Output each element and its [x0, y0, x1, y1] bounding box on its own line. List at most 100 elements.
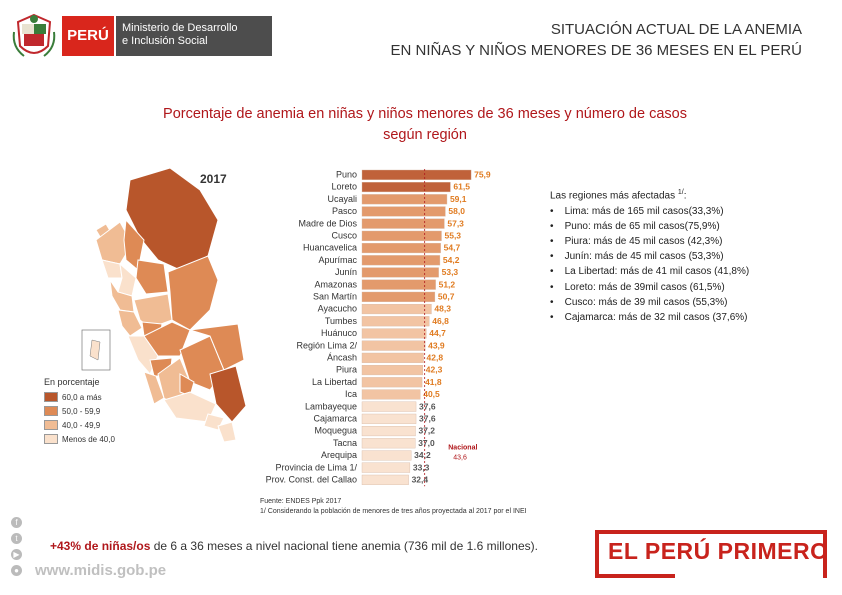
map-region-junin	[143, 321, 191, 357]
page-title-line-2: EN NIÑAS Y NIÑOS MENORES DE 36 MESES EN …	[390, 42, 802, 59]
youtube-icon[interactable]: ▶	[11, 549, 22, 560]
notes-item-text: Lima: más de 165 mil casos(33,3%)	[564, 205, 724, 217]
category-label: Tumbes	[325, 316, 358, 326]
national-reference-value: 43,6	[453, 455, 467, 462]
bar	[361, 352, 424, 363]
bar	[361, 255, 441, 266]
page-title: SITUACIÓN ACTUAL DE LA ANEMIA EN NIÑAS Y…	[390, 19, 802, 61]
value-label: 42,8	[427, 353, 444, 363]
legend-swatch	[44, 420, 58, 430]
bar	[361, 438, 416, 449]
notes-item-text: Piura: más de 45 mil casos (42,3%)	[564, 235, 723, 247]
bar	[361, 364, 424, 376]
legend-label: Menos de 40,0	[62, 434, 115, 444]
notes-item-text: Puno: más de 65 mil casos(75,9%)	[564, 220, 720, 232]
category-label: Huánuco	[321, 328, 357, 338]
bar	[361, 450, 412, 461]
notes-item-text: Loreto: más de 39mil casos (61,5%)	[564, 281, 725, 293]
category-label: Lambayeque	[305, 401, 357, 411]
notes-item-text: La Libertad: más de 41 mil casos (41,8%)	[564, 266, 750, 278]
bar	[361, 413, 417, 424]
bar	[361, 182, 451, 193]
map-year: 2017	[200, 172, 227, 186]
value-label: 53,3	[442, 267, 459, 277]
facebook-icon[interactable]: f	[11, 517, 22, 528]
bar	[361, 194, 448, 205]
bar	[361, 303, 432, 315]
notes-item: • Lima: más de 165 mil casos(33,3%)	[550, 205, 724, 217]
peru-map	[81, 167, 247, 443]
map-legend-item: 40,0 - 49,9	[44, 420, 100, 430]
notes-title-text: Las regiones más afectadas	[550, 190, 676, 202]
website-link[interactable]: www.midis.gob.pe	[35, 562, 167, 579]
value-label: 55,3	[444, 231, 461, 241]
value-label: 33,3	[413, 462, 430, 472]
notes-item-text: Cajamarca: más de 32 mil casos (37,6%)	[564, 311, 748, 323]
notes-item: • La Libertad: más de 41 mil casos (41,8…	[550, 266, 750, 278]
value-label: 40,5	[423, 389, 440, 399]
notes-item-text: Junín: más de 45 mil casos (53,3%)	[564, 251, 724, 263]
map-legend-item: 50,0 - 59,9	[44, 406, 100, 416]
category-label: Arequipa	[321, 450, 357, 460]
value-label: 61,5	[453, 182, 470, 192]
bar	[361, 169, 472, 180]
legend-swatch	[44, 434, 58, 444]
value-label: 75,9	[474, 170, 491, 180]
value-label: 54,2	[443, 255, 460, 265]
bar	[361, 279, 436, 290]
value-label: 37,2	[418, 426, 435, 436]
twitter-icon[interactable]: t	[11, 533, 22, 544]
highlight-rest: de 6 a 36 meses a nivel nacional tiene a…	[150, 539, 538, 553]
map-legend-item: 60,0 a más	[44, 392, 102, 402]
legend-label: 50,0 - 59,9	[62, 406, 101, 416]
callao-inset-shape	[89, 339, 101, 361]
notes-item: • Cajamarca: más de 32 mil casos (37,6%)	[550, 311, 748, 323]
flickr-icon[interactable]: ●	[11, 565, 22, 576]
category-label: Prov. Const. del Callao	[266, 475, 357, 485]
source-note: Fuente: ENDES Ppk 2017 1/ Considerando l…	[260, 497, 527, 517]
bar	[361, 462, 411, 473]
value-label: 44,7	[429, 328, 446, 338]
category-label: Región Lima 2/	[296, 340, 357, 350]
national-reference-label: Nacional	[448, 445, 477, 452]
value-label: 37,6	[419, 401, 436, 411]
category-label: La Libertad	[312, 377, 357, 387]
legend-label: 40,0 - 49,9	[62, 420, 101, 430]
category-label: Ica	[345, 389, 357, 399]
value-label: 34,2	[414, 450, 431, 460]
map-region-amazonas	[123, 218, 145, 271]
value-label: 32,4	[412, 475, 429, 485]
value-label: 51,2	[439, 279, 456, 289]
bar	[361, 206, 446, 217]
value-label: 50,7	[438, 292, 455, 302]
map-region-cajamarca	[117, 262, 137, 297]
map-region-sanmartin	[135, 259, 169, 295]
map-legend-title: En porcentaje	[44, 377, 100, 387]
value-label: 57,3	[447, 218, 464, 228]
map-region-puno	[209, 365, 247, 423]
category-label: Huancavelica	[303, 243, 357, 253]
brand-frame-left	[595, 530, 599, 578]
category-label: San Martín	[313, 292, 357, 302]
value-label: 43,9	[428, 340, 445, 350]
category-label: Tacna	[333, 438, 357, 448]
category-label: Madre de Dios	[298, 218, 357, 228]
bar	[361, 328, 427, 339]
highlight-statement: +43% de niñas/os de 6 a 36 meses a nivel…	[50, 539, 538, 553]
bar-chart: Puno 75,9 Loreto 61,5 Ucayali 59,1 Pasco 58,0 Ma…	[266, 169, 491, 487]
chart-title-line-1: Porcentaje de anemia en niñas y niños me…	[163, 106, 687, 122]
category-label: Amazonas	[314, 279, 357, 289]
source-line-2: 1/ Considerando la población de menores …	[260, 508, 527, 515]
notes-item: • Cusco: más de 39 mil casos (55,3%)	[550, 296, 728, 308]
ministry-line-1: Ministerio de Desarrollo	[122, 22, 238, 34]
legend-label: 60,0 a más	[62, 392, 102, 402]
value-label: 48,3	[434, 304, 451, 314]
affected-regions-notes: Las regiones más afectadas 1/: • Lima: m…	[550, 185, 830, 325]
map-region-ancash	[117, 309, 143, 337]
map-legend-item: Menos de 40,0	[44, 434, 115, 444]
category-label: Áncash	[327, 353, 357, 363]
category-label: Ayacucho	[318, 304, 357, 314]
notes-title-sup: 1/	[677, 189, 684, 196]
bar	[361, 230, 442, 241]
value-label: 37,6	[419, 414, 436, 424]
